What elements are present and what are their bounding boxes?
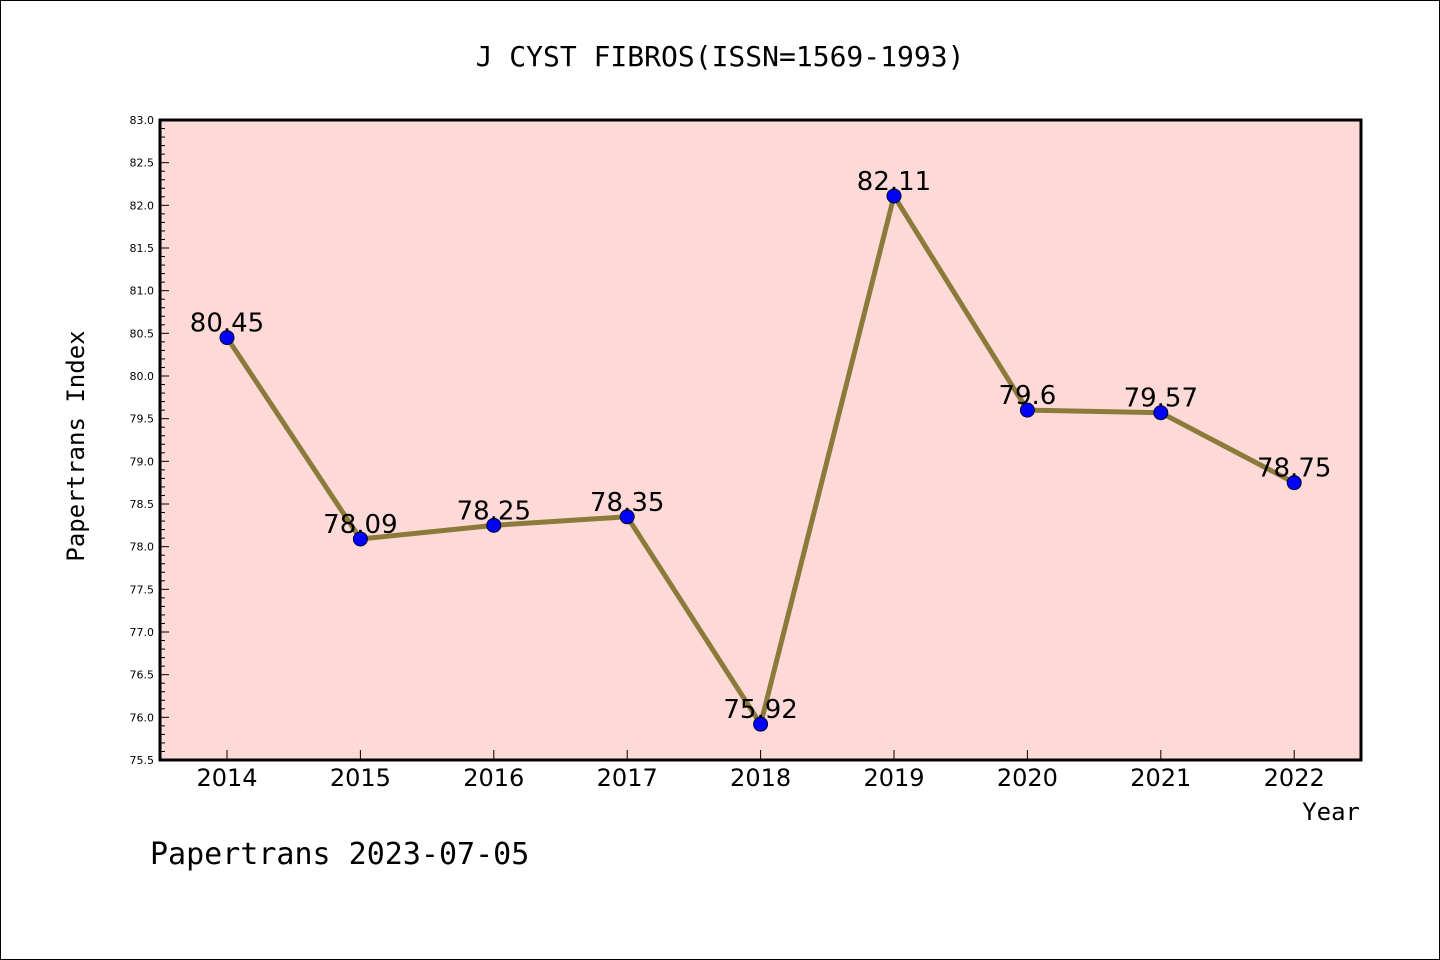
y-tick-label: 80.0 bbox=[130, 370, 155, 383]
data-point-marker bbox=[753, 716, 769, 732]
x-tick-label: 2022 bbox=[1264, 764, 1325, 792]
plot-border bbox=[158, 118, 1363, 762]
data-point-label: 78.35 bbox=[590, 488, 664, 518]
y-axis-ticks: 75.5 76.0 76.5 77.0 77.5 78.0 78.5 79.0 79.5 80.0… bbox=[130, 114, 169, 767]
y-tick-label: 82.0 bbox=[130, 199, 155, 212]
y-tick-label: 82.5 bbox=[130, 157, 155, 170]
y-tick-label: 77.0 bbox=[130, 626, 155, 639]
x-axis-ticks: 2014 2015 2016 2017 2018 2019 2020 2021 2022 bbox=[196, 750, 1325, 792]
plot-area bbox=[160, 120, 1361, 760]
data-point-label: 79.6 bbox=[998, 381, 1056, 411]
data-markers bbox=[219, 188, 1302, 732]
y-tick-label: 75.5 bbox=[130, 754, 155, 767]
x-tick-label: 2021 bbox=[1130, 764, 1191, 792]
data-point-label: 78.75 bbox=[1257, 454, 1331, 484]
y-tick-label: 81.5 bbox=[130, 242, 155, 255]
y-tick-label: 78.5 bbox=[130, 498, 155, 511]
footer-text: Papertrans 2023-07-05 bbox=[150, 837, 529, 872]
x-tick-label: 2017 bbox=[597, 764, 658, 792]
y-tick-label: 83.0 bbox=[130, 114, 155, 127]
data-point-label: 78.25 bbox=[457, 496, 531, 526]
y-tick-label: 76.0 bbox=[130, 711, 155, 724]
data-point-label: 79.57 bbox=[1124, 384, 1198, 414]
data-point-marker bbox=[619, 509, 635, 525]
x-tick-label: 2018 bbox=[730, 764, 791, 792]
data-labels: 80.45 78.09 78.25 78.35 75.92 82.11 79.6 79.57 7… bbox=[190, 167, 1332, 725]
data-point-label: 75.92 bbox=[723, 695, 797, 725]
data-point-marker bbox=[486, 517, 502, 533]
x-axis-title: Year bbox=[1302, 798, 1360, 826]
y-tick-label: 78.0 bbox=[130, 541, 155, 554]
data-point-label: 80.45 bbox=[190, 309, 264, 339]
y-tick-label: 79.5 bbox=[130, 413, 155, 426]
x-tick-label: 2014 bbox=[196, 764, 257, 792]
data-point-marker bbox=[352, 531, 368, 547]
data-point-label: 78.09 bbox=[323, 510, 397, 540]
x-tick-label: 2020 bbox=[997, 764, 1058, 792]
x-tick-label: 2019 bbox=[863, 764, 924, 792]
data-point-marker bbox=[1286, 475, 1302, 491]
data-point-marker bbox=[1019, 402, 1035, 418]
chart-title: J CYST FIBROS(ISSN=1569-1993) bbox=[476, 40, 965, 73]
data-point-marker bbox=[1153, 405, 1169, 421]
data-point-label: 82.11 bbox=[857, 167, 931, 197]
y-tick-label: 77.5 bbox=[130, 583, 155, 596]
y-axis-title: Papertrans Index bbox=[62, 330, 90, 561]
y-tick-label: 81.0 bbox=[130, 285, 155, 298]
y-tick-label: 76.5 bbox=[130, 669, 155, 682]
x-tick-label: 2016 bbox=[463, 764, 524, 792]
x-tick-label: 2015 bbox=[330, 764, 391, 792]
data-point-marker bbox=[219, 330, 235, 346]
y-tick-label: 79.0 bbox=[130, 455, 155, 468]
data-point-marker bbox=[886, 188, 902, 204]
y-tick-label: 80.5 bbox=[130, 327, 155, 340]
